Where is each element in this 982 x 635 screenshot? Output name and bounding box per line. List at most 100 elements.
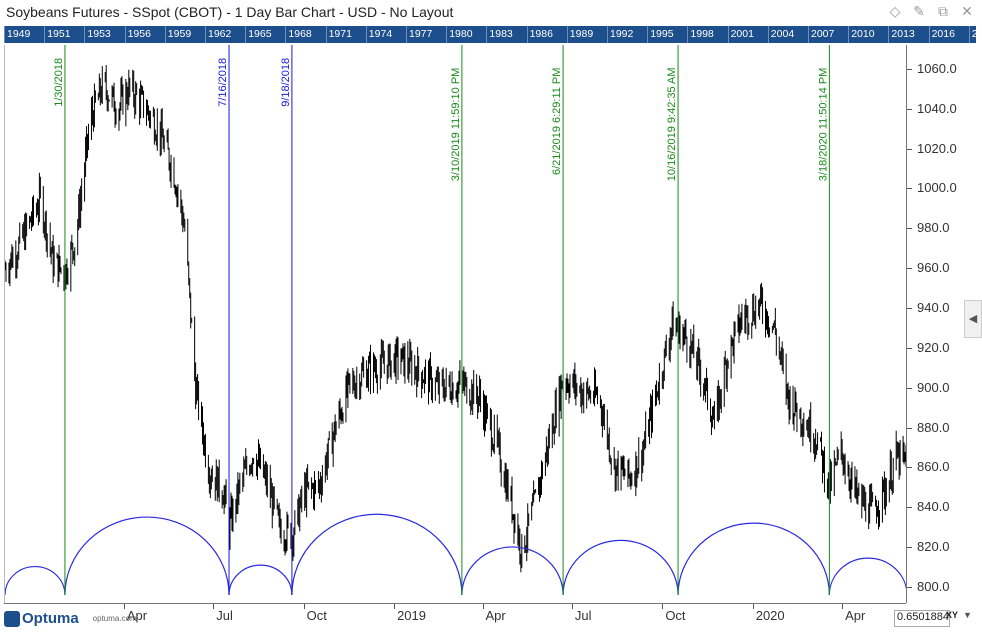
timeline-tick [205,26,206,43]
cycle-arc [677,522,830,596]
y-tick [907,427,912,429]
vertical-line-label: 7/16/2018 [217,58,229,107]
y-tick-label: 940.0 [917,300,950,316]
x-tick-label: 2020 [755,608,785,623]
timeline-tick [124,26,126,43]
y-tick [907,467,912,469]
chart-title: Soybeans Futures - SSpot (CBOT) - 1 Day … [6,4,454,20]
vertical-line-label: 3/10/2019 11:59:10 PM [450,68,462,182]
timeline-year: 2001 [730,28,754,40]
x-tick-label: Apr [845,608,866,623]
timeline-year: 2007 [811,28,835,40]
logo-url: optuma.com [92,614,137,623]
x-tick-label: Oct [306,608,327,623]
y-tick-label: 920.0 [917,339,950,355]
vertical-line-label: 6/21/2019 6:29:11 PM [551,68,563,175]
timeline-tick [647,26,649,43]
x-tick [571,604,573,609]
timeline-tick [968,26,970,43]
timeline-year: 1956 [127,28,151,40]
x-tick-label: Apr [126,608,148,623]
timeline-year: 1980 [449,28,473,40]
diamond-icon[interactable]: ◇ [889,3,901,19]
price-axis[interactable]: 1060.0 1040.0 1020.0 1000.0 980.0 960.0 940.0 9… [906,45,963,603]
cycle-arc [828,557,908,596]
y-tick [907,68,912,70]
timeline-year: 1995 [650,28,674,40]
timeline-year: 2004 [770,28,795,40]
cycle-arc [64,516,230,596]
timeline-year: 2010 [851,28,875,40]
timeline-tick [325,26,327,43]
x-tick-label: Oct [665,608,686,623]
timeline-tick [285,26,287,43]
timeline-tick [928,26,930,43]
restore-icon[interactable]: ⧉ [938,3,948,19]
y-tick [907,587,912,589]
y-tick-label: 980.0 [917,220,950,236]
logo-name: Optuma [22,610,79,627]
timeline-tick [526,26,528,43]
cycle-arc [228,564,293,596]
y-tick [907,268,912,270]
chevron-down-icon[interactable]: ▼ [963,610,972,620]
timeline-tick [406,26,407,43]
cursor-value-readout: 0.6501884 [894,610,950,627]
xy-mode-button[interactable]: XY [946,610,959,620]
optuma-logo-icon [4,610,20,627]
timeline-tick [446,26,448,43]
chart-canvas[interactable]: 1/30/2018 7/16/2018 9/18/2018 3/10/2019 11:… [4,45,908,603]
cycle-arc [562,539,679,596]
y-tick-label: 880.0 [917,419,950,435]
optuma-logo: Optuma optuma.com [4,610,137,627]
x-tick [394,604,396,609]
x-tick [662,604,664,609]
timeline-tick [687,26,689,43]
timeline-year: 1968 [288,28,312,40]
timeline-year: 1965 [248,28,272,40]
timeline-year: 1998 [690,28,714,40]
timeline-year: 2019 [971,28,976,40]
date-axis[interactable]: Apr Jul Oct 2019 Apr Jul Oct 2020 Apr [4,603,906,632]
timeline-year: 1992 [610,28,634,40]
y-tick [907,507,912,509]
y-tick-label: 800.0 [917,579,950,595]
y-tick-label: 1000.0 [917,180,957,196]
timeline-year: 1953 [87,28,111,40]
y-tick-label: 1040.0 [917,100,957,116]
y-tick [907,228,912,230]
timeline-tick [365,26,367,43]
price-chart[interactable]: 1/30/2018 7/16/2018 9/18/2018 3/10/2019 11:… [4,45,908,603]
y-tick [907,547,912,549]
x-tick-label: 2019 [397,608,426,623]
pin-icon[interactable]: ✎ [913,3,925,19]
y-tick [907,108,912,110]
y-tick [907,188,912,190]
timeline-year: 1962 [208,28,232,40]
timeline-tick [486,26,488,43]
vertical-line-label: 3/18/2020 11:50:14 PM [817,68,829,182]
cycle-arc [4,566,66,596]
close-icon[interactable]: ✕ [961,3,973,19]
x-tick [303,604,305,609]
timeline-year: 1949 [7,28,31,40]
y-tick-label: 900.0 [917,379,950,395]
timeline-navigator[interactable]: 1949 1951 1953 1956 1959 1962 1965 1968 1971 1974… [4,26,976,43]
x-tick-label: Jul [216,608,233,623]
cycle-arc [291,513,463,596]
collapse-panel-button[interactable]: ◀ [964,300,982,338]
timeline-year: 1977 [409,28,433,40]
y-tick-label: 840.0 [917,499,950,515]
timeline-tick [84,26,86,43]
timeline-tick [4,26,5,43]
timeline-year: 1959 [167,28,192,40]
timeline-year: 1986 [529,28,553,40]
timeline-year: 2013 [891,28,915,40]
timeline-tick [164,26,166,43]
timeline-year: 1951 [47,28,71,40]
vertical-line-label: 10/16/2019 9:42:35 AM [666,67,678,181]
cycle-arc [461,546,564,596]
timeline-tick [767,26,769,43]
timeline-year: 2016 [931,28,955,40]
y-tick-label: 960.0 [917,260,950,276]
